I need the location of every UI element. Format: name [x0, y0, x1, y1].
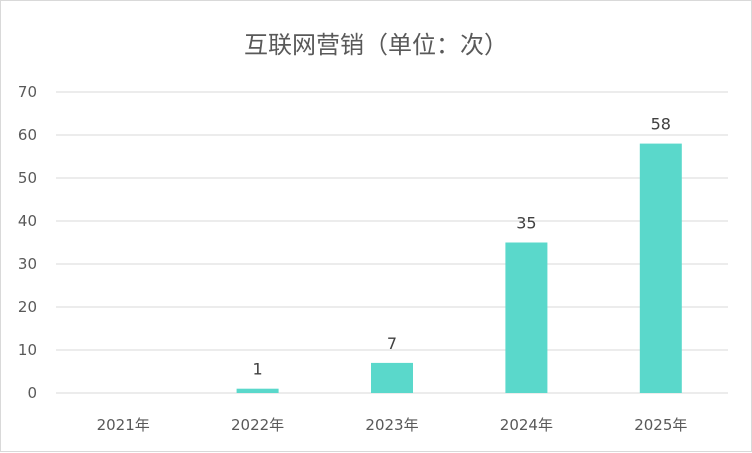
x-tick-label: 2023年 — [365, 416, 418, 434]
x-tick-label: 2024年 — [500, 416, 553, 434]
x-tick-label: 2022年 — [231, 416, 284, 434]
bar — [371, 362, 413, 393]
data-label: 58 — [651, 115, 671, 134]
bar — [639, 143, 682, 393]
y-tick-label: 70 — [18, 83, 37, 101]
y-tick-label: 0 — [27, 384, 37, 402]
chart-title: 互联网营销（单位：次） — [244, 31, 508, 59]
bar — [236, 388, 279, 393]
y-tick-label: 50 — [18, 169, 37, 187]
x-tick-label: 2025年 — [634, 416, 687, 434]
y-tick-label: 10 — [18, 341, 37, 359]
data-label: 7 — [387, 334, 397, 353]
x-tick-label: 2021年 — [97, 416, 150, 434]
y-tick-label: 30 — [18, 255, 37, 273]
data-label: 35 — [516, 214, 536, 233]
y-tick-label: 40 — [18, 212, 37, 230]
data-label: 1 — [253, 360, 263, 379]
bar — [505, 242, 548, 393]
y-tick-label: 60 — [18, 126, 37, 144]
y-tick-label: 20 — [18, 298, 37, 316]
